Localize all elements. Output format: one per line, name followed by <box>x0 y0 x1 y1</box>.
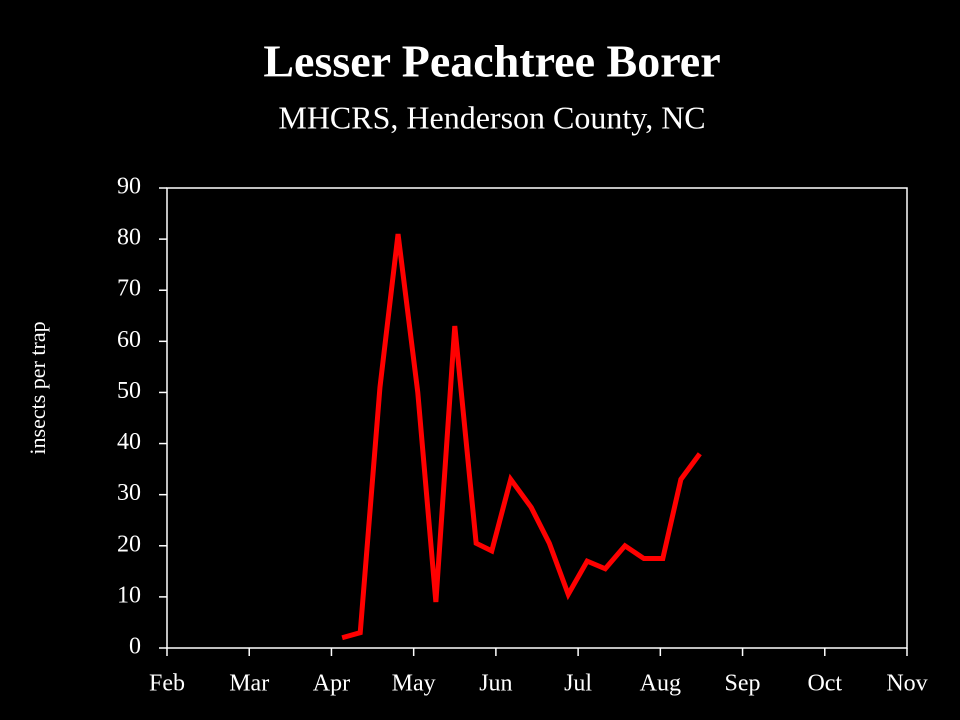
x-tick-label: Oct <box>807 671 842 697</box>
y-tick-label: 60 <box>117 327 141 353</box>
x-tick-label: Sep <box>725 671 761 697</box>
x-tick-label: May <box>392 671 436 697</box>
chart-subtitle: MHCRS, Henderson County, NC <box>278 99 705 135</box>
y-tick-label: 30 <box>117 480 141 506</box>
plot-frame <box>166 187 908 649</box>
y-axis-label: insects per trap <box>25 321 50 454</box>
x-tick-label: Apr <box>313 671 350 697</box>
y-tick-label: 20 <box>117 531 141 557</box>
x-tick-label: Feb <box>149 671 185 697</box>
y-tick-label: 40 <box>117 429 141 455</box>
x-tick-label: Jul <box>564 671 592 697</box>
y-tick-label: 50 <box>117 378 141 404</box>
x-tick-label: Nov <box>886 671 927 697</box>
x-tick-label: Mar <box>229 671 269 697</box>
x-tick-label: Jun <box>479 671 512 697</box>
y-tick-label: 0 <box>129 634 141 660</box>
y-tick-label: 70 <box>117 276 141 302</box>
x-tick-label: Aug <box>640 671 681 697</box>
y-tick-label: 80 <box>117 225 141 251</box>
y-tick-label: 90 <box>117 174 141 200</box>
data-line <box>341 233 702 641</box>
chart-title: Lesser Peachtree Borer <box>263 36 720 87</box>
y-tick-label: 10 <box>117 582 141 608</box>
